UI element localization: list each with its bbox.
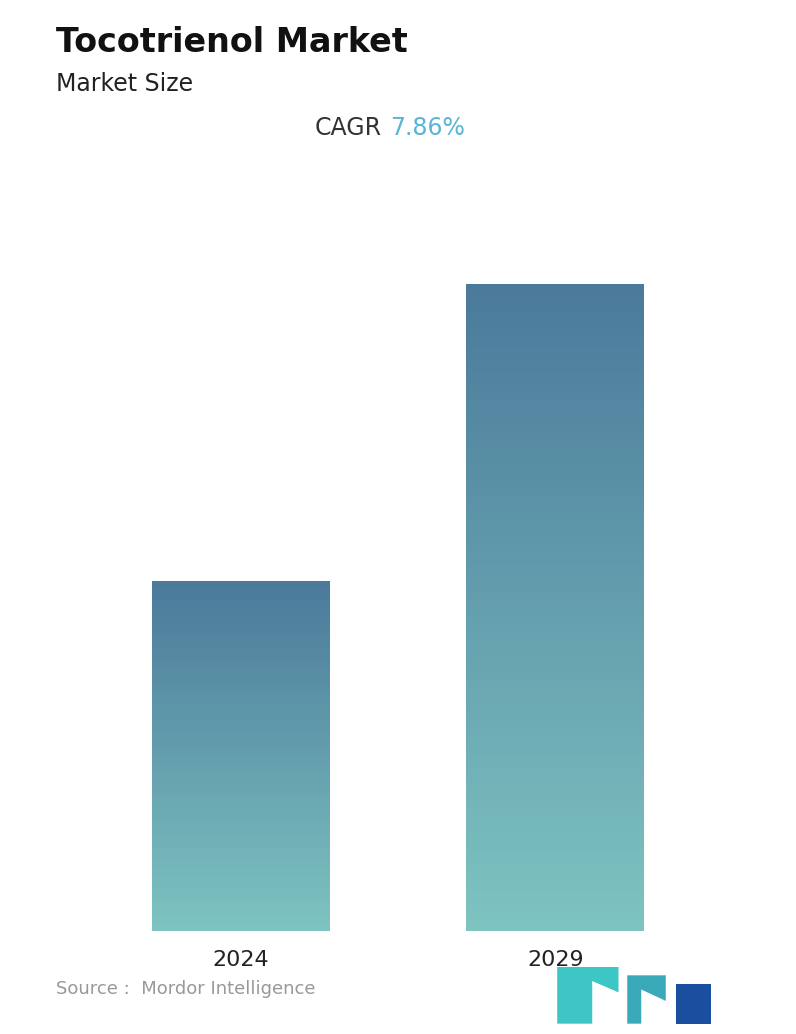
Text: Source :  Mordor Intelligence: Source : Mordor Intelligence: [56, 980, 315, 998]
Text: Market Size: Market Size: [56, 72, 193, 96]
Text: CAGR: CAGR: [315, 116, 382, 140]
Text: 7.86%: 7.86%: [390, 116, 465, 140]
Text: Tocotrienol Market: Tocotrienol Market: [56, 26, 408, 59]
